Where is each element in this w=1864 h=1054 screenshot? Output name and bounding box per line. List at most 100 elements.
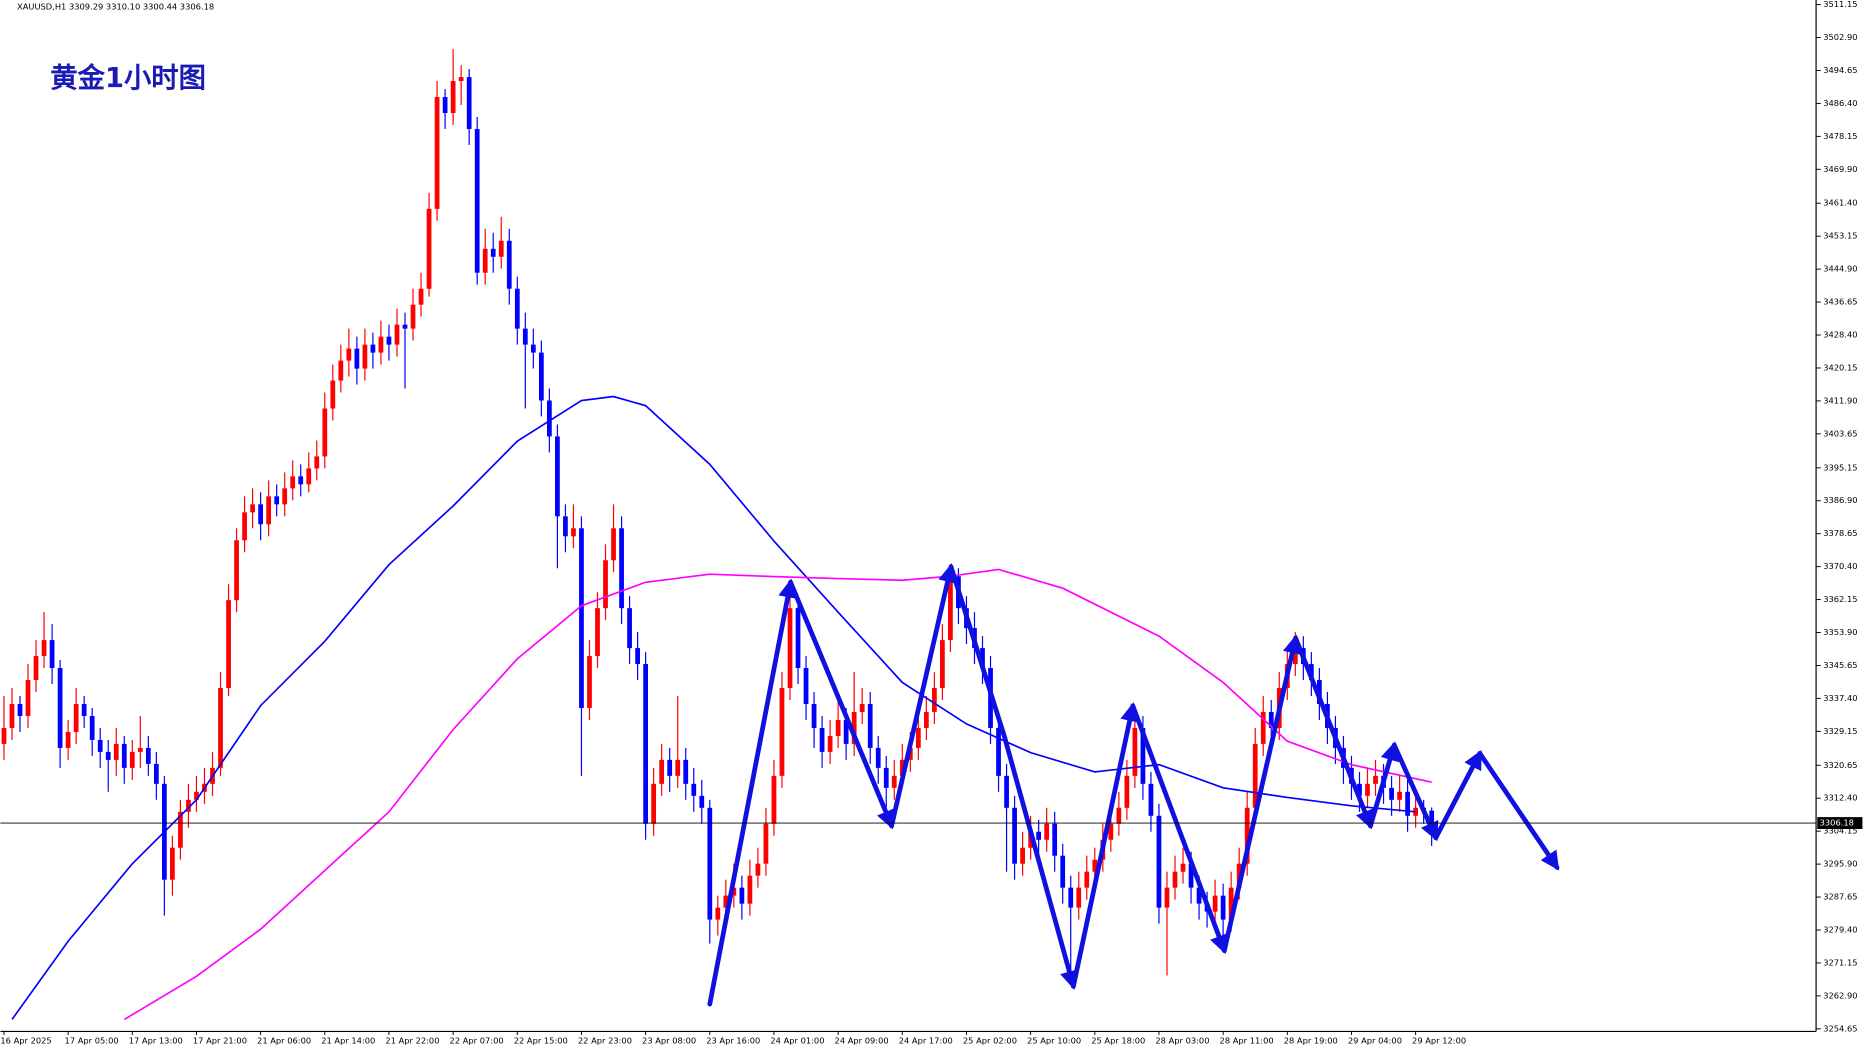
candle-body — [1292, 648, 1298, 665]
candle-body — [932, 688, 937, 712]
candle-body — [563, 516, 568, 537]
candle-body — [113, 743, 119, 760]
candle-body — [362, 344, 368, 369]
candle-body — [538, 352, 544, 401]
y-tick-label: 3279.40 — [1823, 924, 1857, 934]
candle-body — [490, 248, 496, 257]
arrow — [889, 563, 957, 829]
candle-body — [466, 77, 472, 129]
x-tick-label: 17 Apr 21:00 — [193, 1035, 247, 1045]
x-tick-label: 21 Apr 22:00 — [385, 1035, 439, 1045]
candle-body — [458, 77, 464, 82]
candle-body — [555, 436, 560, 517]
candle-body — [827, 735, 833, 752]
candle-body — [1068, 887, 1074, 908]
candle-body — [819, 727, 825, 752]
candle-body — [948, 576, 953, 641]
candle-body — [1260, 711, 1266, 744]
x-tick-label: 24 Apr 01:00 — [770, 1035, 824, 1045]
candle-body — [530, 344, 536, 353]
arrow — [1071, 702, 1139, 989]
candle-body — [1196, 887, 1202, 904]
candle-body — [675, 759, 681, 776]
candle-body — [418, 288, 424, 305]
candle-body — [771, 775, 777, 824]
y-tick-label: 3420.15 — [1823, 362, 1857, 372]
candle-body — [354, 348, 360, 369]
candle-body — [137, 747, 143, 752]
candle-body — [1132, 727, 1138, 776]
candle-body — [699, 795, 705, 808]
candle-body — [667, 759, 673, 776]
current-price-box — [1817, 817, 1863, 830]
candle-body — [322, 408, 328, 457]
candle-body — [875, 747, 881, 768]
x-tick-label: 28 Apr 19:00 — [1284, 1035, 1338, 1045]
candle-body — [1124, 775, 1130, 808]
x-tick-label: 25 Apr 18:00 — [1091, 1035, 1145, 1045]
candle-body — [178, 811, 183, 848]
candle-body — [1076, 887, 1082, 908]
x-tick-label: 22 Apr 23:00 — [578, 1035, 632, 1045]
arrow — [1433, 749, 1483, 841]
x-tick-label: 29 Apr 12:00 — [1412, 1035, 1466, 1045]
candle-body — [1405, 791, 1410, 816]
candle-body — [883, 767, 889, 788]
candle-body — [867, 703, 873, 748]
chart-title: 黄金1小时图 — [50, 62, 206, 94]
y-tick-label: 3254.65 — [1823, 1023, 1857, 1033]
candle-body — [153, 763, 159, 784]
candle-body — [595, 608, 600, 657]
candle-body — [506, 240, 512, 289]
current-price-label: 3306.18 — [1820, 818, 1854, 828]
candle-body — [49, 640, 55, 669]
candle-body — [835, 719, 841, 736]
candle-body — [940, 640, 945, 689]
candle-body — [346, 348, 352, 361]
candle-body — [1164, 887, 1170, 908]
candle-body — [787, 608, 793, 689]
candle-body — [1268, 711, 1274, 728]
candle-body — [747, 875, 753, 904]
candle-body — [57, 668, 63, 748]
candle-body — [394, 324, 400, 345]
y-tick-label: 3395.15 — [1823, 462, 1857, 472]
arrow — [788, 579, 895, 830]
arrow — [707, 578, 798, 1007]
candle-body — [97, 739, 103, 752]
candle-body — [1244, 807, 1250, 864]
candle-body — [923, 711, 929, 728]
candle-body — [779, 688, 785, 776]
y-tick-label: 3370.40 — [1823, 561, 1857, 571]
y-tick-label: 3337.40 — [1823, 693, 1857, 703]
candle-body — [274, 496, 280, 505]
arrow — [948, 564, 1079, 990]
candle-body — [242, 512, 247, 541]
candle-body — [619, 528, 624, 609]
candle-body — [105, 751, 111, 760]
candle-body — [186, 799, 191, 812]
candle-body — [218, 688, 223, 768]
candle-body — [17, 703, 23, 716]
candle-body — [795, 608, 801, 669]
candle-body — [1020, 847, 1025, 864]
candle-body — [723, 895, 729, 908]
x-tick-label: 21 Apr 14:00 — [321, 1035, 375, 1045]
candle-body — [755, 863, 761, 876]
candle-body — [1140, 727, 1146, 784]
x-tick-label: 23 Apr 16:00 — [706, 1035, 760, 1045]
candle-body — [482, 248, 488, 273]
candle-body — [386, 336, 392, 345]
x-tick-label: 25 Apr 10:00 — [1027, 1035, 1081, 1045]
candle-body — [1212, 895, 1218, 912]
candle-body — [1228, 887, 1234, 920]
y-tick-label: 3320.65 — [1823, 760, 1857, 770]
arrow — [1293, 635, 1374, 830]
y-tick-label: 3312.40 — [1823, 793, 1857, 803]
y-tick-label: 3403.65 — [1823, 428, 1857, 438]
y-tick-label: 3271.15 — [1823, 957, 1857, 967]
y-tick-label: 3295.90 — [1823, 859, 1857, 869]
y-tick-label: 3287.65 — [1823, 892, 1857, 902]
candle-body — [434, 97, 440, 209]
